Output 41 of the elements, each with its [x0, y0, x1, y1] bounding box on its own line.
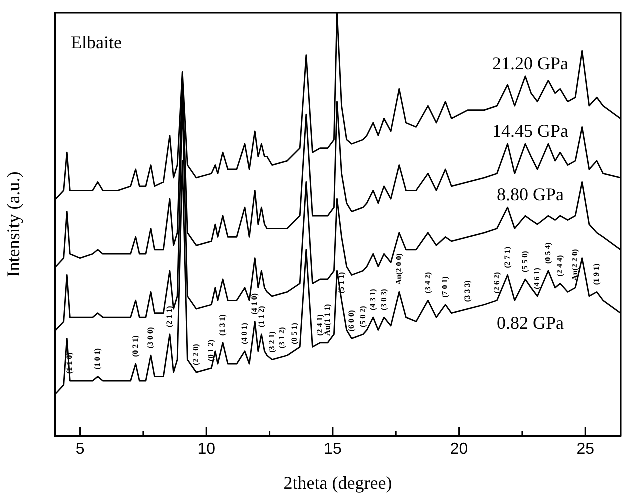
annotation: (6 0 0) [346, 310, 356, 332]
annotation: (5 5 0) [520, 250, 530, 272]
annotation: (4 0 1) [240, 322, 250, 344]
annotation: (4 3 1) [368, 288, 378, 311]
annotation: (3 4 2) [423, 272, 432, 294]
annotation: (3 3 3) [463, 280, 472, 302]
annotation: (4 6 1) [532, 268, 542, 290]
x-axis-title: 2theta (degree) [284, 472, 392, 493]
series-label: 14.45 GPa [492, 121, 568, 142]
annotation: (3 1 2) [277, 326, 286, 349]
annotation: Elbaite [71, 32, 122, 53]
annotation: (1 0 1) [93, 348, 102, 370]
series-label: 0.82 GPa [496, 313, 564, 334]
annotation: (0 5 1) [290, 322, 300, 344]
series-label: 21.20 GPa [492, 53, 568, 74]
x-tick-label: 5 [76, 441, 85, 458]
annotation: (3 0 3) [379, 288, 388, 311]
annotation: Au(1 1 1) [322, 304, 332, 336]
x-tick-label: 25 [576, 441, 595, 458]
annotation: (0 2 1) [130, 335, 140, 358]
annotation: (3 2 1) [267, 331, 276, 353]
x-tick-label: 20 [450, 441, 468, 458]
annotation: (4 1 0) [250, 293, 260, 315]
series-label: 8.80 GPa [496, 184, 564, 205]
annotation: (1 9 1) [592, 264, 602, 286]
annotation: Au(2 2 0) [570, 249, 580, 281]
annotation: (5 0 2) [358, 306, 368, 328]
annotation: (2 6 2) [492, 272, 502, 294]
annotation: (2 4 1) [315, 314, 324, 336]
annotation: (3 0 0) [146, 326, 156, 349]
y-axis-title: Intensity (a.u.) [4, 172, 24, 278]
annotation: (1 3 1) [218, 314, 228, 336]
annotation: (0 5 4) [544, 242, 553, 264]
x-tick-label: 10 [198, 441, 216, 458]
annotation: (2 1 1) [165, 306, 174, 328]
annotation: Au(2 0 0) [394, 253, 404, 286]
annotation: (7 0 1) [440, 276, 450, 298]
annotation: (2 7 1) [502, 246, 512, 268]
x-tick-label: 15 [324, 441, 342, 458]
annotation: (2 4 4) [555, 255, 564, 277]
annotation: (2 2 0) [192, 344, 201, 366]
